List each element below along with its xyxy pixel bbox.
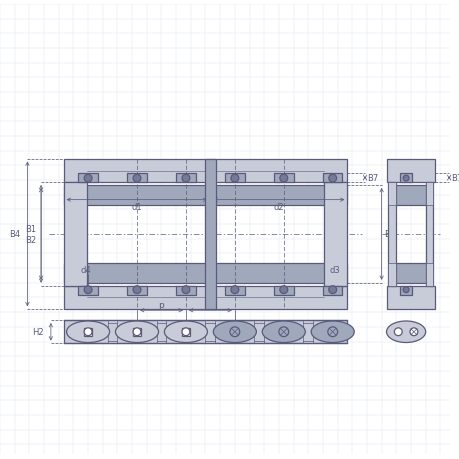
Bar: [78, 286, 98, 295]
Bar: [176, 286, 195, 295]
Ellipse shape: [67, 321, 109, 343]
Bar: [107, 321, 117, 343]
Circle shape: [84, 175, 92, 183]
Bar: [78, 174, 98, 183]
Bar: [274, 286, 293, 295]
Circle shape: [402, 176, 408, 182]
Circle shape: [133, 286, 140, 294]
Bar: [63, 183, 87, 286]
Text: d3: d3: [329, 265, 339, 274]
Bar: [322, 174, 342, 183]
Bar: [399, 286, 411, 295]
Ellipse shape: [115, 321, 158, 343]
Polygon shape: [425, 183, 432, 205]
Polygon shape: [388, 183, 396, 205]
Bar: [323, 183, 347, 286]
Text: B7: B7: [366, 174, 378, 183]
Circle shape: [133, 175, 140, 183]
Text: H2: H2: [32, 328, 44, 336]
Text: d1: d1: [131, 202, 142, 212]
Text: p: p: [207, 300, 213, 309]
Bar: [63, 286, 347, 309]
Circle shape: [278, 327, 288, 337]
Circle shape: [279, 286, 287, 294]
Bar: [156, 321, 166, 343]
Bar: [224, 286, 244, 295]
Bar: [392, 185, 429, 205]
Circle shape: [327, 327, 337, 337]
Bar: [63, 320, 347, 344]
Bar: [399, 174, 411, 183]
Polygon shape: [425, 263, 432, 286]
Circle shape: [409, 328, 417, 336]
Bar: [63, 159, 347, 183]
Circle shape: [402, 287, 408, 293]
Circle shape: [393, 328, 401, 336]
Bar: [133, 328, 140, 336]
Ellipse shape: [386, 321, 425, 343]
Bar: [392, 263, 429, 283]
Ellipse shape: [310, 321, 353, 343]
Text: B5: B5: [383, 230, 394, 239]
Bar: [63, 185, 347, 205]
Bar: [274, 174, 293, 183]
Text: B1: B1: [25, 224, 36, 233]
Text: B4: B4: [9, 230, 21, 239]
Bar: [386, 159, 435, 183]
Bar: [322, 286, 342, 295]
Bar: [182, 328, 190, 336]
Text: B2: B2: [25, 236, 36, 245]
Bar: [224, 174, 244, 183]
Circle shape: [230, 175, 238, 183]
Text: d4: d4: [81, 265, 91, 274]
Bar: [388, 183, 396, 286]
Ellipse shape: [262, 321, 305, 343]
Bar: [63, 263, 347, 283]
Circle shape: [133, 328, 140, 336]
Bar: [176, 174, 195, 183]
Ellipse shape: [164, 321, 207, 343]
Text: d2: d2: [273, 202, 284, 212]
Bar: [204, 159, 216, 309]
Text: B7: B7: [450, 174, 459, 183]
Bar: [425, 183, 432, 286]
Circle shape: [328, 286, 336, 294]
Bar: [84, 328, 92, 336]
Bar: [127, 286, 146, 295]
Ellipse shape: [213, 321, 256, 343]
Polygon shape: [388, 263, 396, 286]
Text: p: p: [158, 300, 164, 309]
Circle shape: [182, 175, 190, 183]
Bar: [386, 286, 435, 309]
Circle shape: [328, 175, 336, 183]
Bar: [205, 321, 215, 343]
Circle shape: [84, 328, 92, 336]
Circle shape: [182, 328, 190, 336]
Circle shape: [182, 286, 190, 294]
Circle shape: [230, 286, 238, 294]
Bar: [127, 174, 146, 183]
Circle shape: [279, 175, 287, 183]
Circle shape: [230, 327, 239, 337]
Bar: [302, 321, 313, 343]
Circle shape: [84, 286, 92, 294]
Bar: [254, 321, 263, 343]
